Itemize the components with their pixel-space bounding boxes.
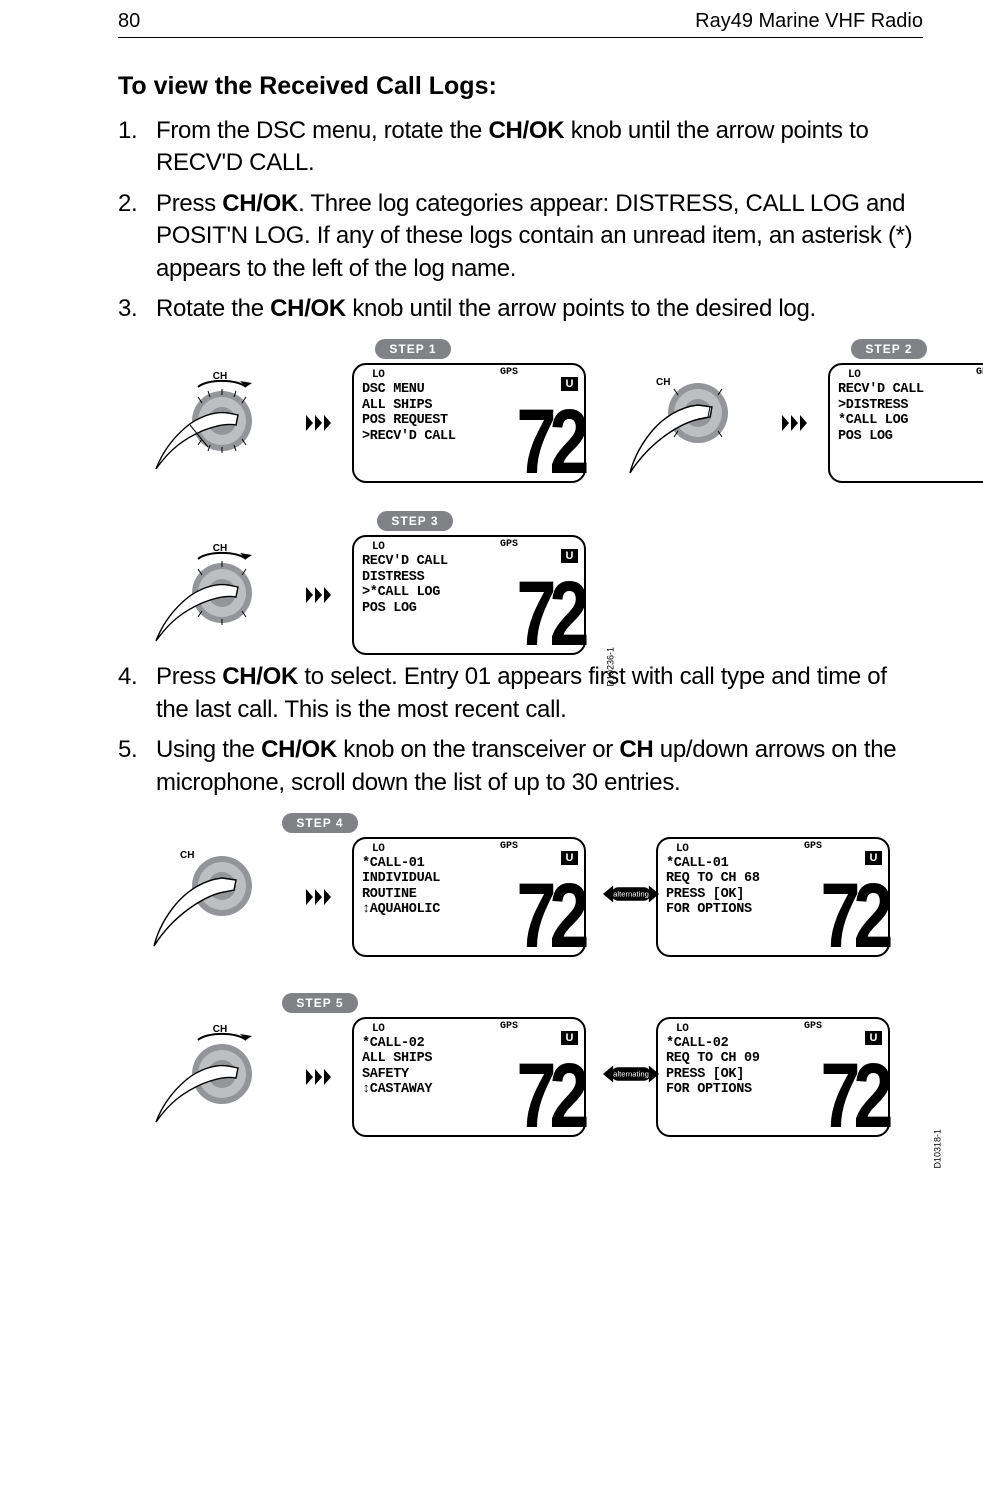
doc-title: Ray49 Marine VHF Radio (695, 10, 923, 33)
lcd-2: LO RECV'D CALL >DISTRESS *CALL LOG POS L… (828, 363, 983, 483)
svg-text:CH: CH (180, 850, 194, 861)
alternating-arrow: alternating (596, 877, 646, 916)
figure-code: D10236-1 (606, 647, 616, 687)
step-num: 4. (118, 661, 156, 726)
step-chip: STEP 5 (282, 993, 357, 1013)
step-text: From the DSC menu, rotate the CH/OK knob… (156, 115, 923, 180)
step-text: Press CH/OK to select. Entry 01 appears … (156, 661, 923, 726)
step-chip: STEP 3 (377, 511, 452, 531)
lcd-4b: LO *CALL-01 REQ TO CH 68 PRESS [OK] FOR … (656, 837, 890, 957)
fig-step5: STEP 5 CH OK (150, 993, 923, 1137)
arrow-icon (306, 411, 342, 435)
step-text: Using the CH/OK knob on the transceiver … (156, 734, 923, 799)
step-text: Rotate the CH/OK knob until the arrow po… (156, 293, 923, 325)
page-header: 80 Ray49 Marine VHF Radio (118, 0, 923, 38)
knob-press-icon: CH OK (626, 365, 772, 482)
lcd-1: LO DSC MENU ALL SHIPS POS REQUEST >RECV'… (352, 363, 586, 483)
step-2: 2. Press CH/OK. Three log categories app… (118, 188, 923, 285)
arrow-icon (306, 1065, 342, 1089)
lcd-5b: LO *CALL-02 REQ TO CH 09 PRESS [OK] FOR … (656, 1017, 890, 1137)
arrow-icon (782, 411, 818, 435)
arrow-icon (306, 583, 342, 607)
arrow-icon (306, 885, 342, 909)
knob-rotate-icon: CH OK (150, 537, 296, 654)
fig-step1: STEP 1 CH OK (150, 339, 586, 483)
step-1: 1. From the DSC menu, rotate the CH/OK k… (118, 115, 923, 180)
fig-step2: STEP 2 CH OK (626, 339, 983, 483)
knob-press-icon: CH OK (150, 838, 296, 955)
figure-block-2: STEP 4 CH OK LO (150, 813, 923, 1137)
fig-step3: STEP 3 CH OK (150, 511, 590, 655)
svg-text:CH: CH (656, 377, 670, 388)
step-num: 5. (118, 734, 156, 799)
step-chip: STEP 2 (851, 339, 926, 359)
step-text: Press CH/OK. Three log categories appear… (156, 188, 923, 285)
page-number: 80 (118, 10, 140, 33)
lcd-4a: LO *CALL-01 INDIVIDUAL ROUTINE ↕AQUAHOLI… (352, 837, 586, 957)
alternating-arrow: alternating (596, 1057, 646, 1096)
lcd-5a: LO *CALL-02 ALL SHIPS SAFETY ↕CASTAWAY G… (352, 1017, 586, 1137)
page: 80 Ray49 Marine VHF Radio To view the Re… (0, 0, 983, 1496)
step-chip: STEP 1 (375, 339, 450, 359)
svg-text:alternating: alternating (613, 1070, 649, 1079)
lcd-3: LO RECV'D CALL DISTRESS >*CALL LOG POS L… (352, 535, 586, 655)
figure-code: D10318-1 (933, 1129, 943, 1169)
step-4: 4. Press CH/OK to select. Entry 01 appea… (118, 661, 923, 726)
step-num: 3. (118, 293, 156, 325)
knob-rotate-icon: CH OK (150, 1018, 296, 1135)
step-num: 1. (118, 115, 156, 180)
procedure-list: 1. From the DSC menu, rotate the CH/OK k… (118, 115, 923, 325)
step-3: 3. Rotate the CH/OK knob until the arrow… (118, 293, 923, 325)
fig-step4: STEP 4 CH OK LO (150, 813, 923, 957)
procedure-list-2: 4. Press CH/OK to select. Entry 01 appea… (118, 661, 923, 799)
step-5: 5. Using the CH/OK knob on the transceiv… (118, 734, 923, 799)
step-chip: STEP 4 (282, 813, 357, 833)
section-heading: To view the Received Call Logs: (118, 72, 923, 101)
figure-block-1: STEP 1 CH OK (150, 339, 923, 655)
step-num: 2. (118, 188, 156, 285)
svg-text:alternating: alternating (613, 890, 649, 899)
knob-rotate-icon: CH OK (150, 365, 296, 482)
